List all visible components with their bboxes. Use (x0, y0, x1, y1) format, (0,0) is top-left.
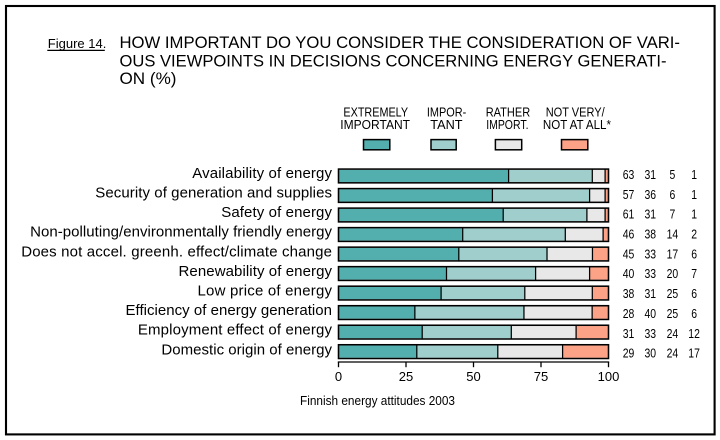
svg-text:40: 40 (645, 306, 657, 321)
svg-text:25: 25 (667, 286, 679, 301)
svg-text:75: 75 (534, 369, 548, 384)
svg-text:14: 14 (667, 227, 679, 242)
svg-text:20: 20 (667, 266, 679, 281)
svg-text:IMPORTANT: IMPORTANT (340, 117, 410, 132)
svg-text:Domestic origin of energy: Domestic origin of energy (161, 341, 332, 358)
svg-text:6: 6 (691, 246, 697, 261)
svg-text:25: 25 (399, 369, 413, 384)
svg-text:Employment effect of energy: Employment effect of energy (138, 322, 333, 339)
svg-text:31: 31 (645, 167, 657, 182)
svg-text:Non-polluting/environmentally: Non-polluting/environmentally friendly e… (30, 224, 332, 241)
svg-text:RATHER: RATHER (486, 105, 531, 120)
svg-text:OUS VIEWPOINTS IN DECISIONS CO: OUS VIEWPOINTS IN DECISIONS CONCERNING E… (120, 53, 667, 71)
svg-text:45: 45 (623, 246, 635, 261)
svg-text:1: 1 (691, 187, 697, 202)
svg-text:EXTREMELY: EXTREMELY (343, 105, 408, 120)
svg-text:Finnish energy attitudes 2003: Finnish energy attitudes 2003 (300, 394, 455, 408)
svg-text:33: 33 (645, 266, 657, 281)
svg-text:36: 36 (645, 187, 657, 202)
svg-text:17: 17 (688, 346, 700, 361)
svg-text:NOT AT ALL*: NOT AT ALL* (543, 117, 611, 132)
svg-text:Availability of energy: Availability of energy (192, 165, 332, 182)
svg-text:12: 12 (688, 326, 700, 341)
svg-text:0: 0 (335, 369, 342, 384)
svg-text:7: 7 (691, 266, 697, 281)
svg-text:5: 5 (670, 167, 676, 182)
svg-text:NOT VERY/: NOT VERY/ (546, 105, 605, 120)
svg-text:1: 1 (691, 167, 697, 182)
svg-text:31: 31 (645, 286, 657, 301)
svg-text:Safety of energy: Safety of energy (221, 204, 332, 221)
svg-text:38: 38 (645, 227, 657, 242)
svg-text:2: 2 (691, 227, 697, 242)
svg-text:Low price of energy: Low price of energy (198, 283, 333, 300)
svg-text:25: 25 (667, 306, 679, 321)
svg-text:6: 6 (691, 286, 697, 301)
svg-text:1: 1 (691, 207, 697, 222)
svg-text:46: 46 (623, 227, 635, 242)
svg-text:Security of generation and sup: Security of generation and supplies (95, 185, 332, 202)
svg-text:IMPORT.: IMPORT. (486, 117, 528, 132)
svg-text:57: 57 (623, 187, 635, 202)
svg-text:24: 24 (667, 326, 679, 341)
svg-text:50: 50 (466, 369, 480, 384)
svg-text:HOW IMPORTANT DO YOU CONSIDER: HOW IMPORTANT DO YOU CONSIDER THE CONSID… (120, 34, 681, 52)
svg-text:ON (%): ON (%) (120, 70, 177, 88)
svg-text:Figure 14.: Figure 14. (48, 36, 107, 51)
svg-text:24: 24 (667, 346, 679, 361)
svg-text:31: 31 (623, 326, 635, 341)
svg-text:40: 40 (623, 266, 635, 281)
svg-text:38: 38 (623, 286, 635, 301)
svg-text:7: 7 (670, 207, 676, 222)
svg-text:6: 6 (670, 187, 676, 202)
svg-text:Does not accel. greenh. effect: Does not accel. greenh. effect/climate c… (21, 243, 332, 260)
svg-text:61: 61 (623, 207, 635, 222)
svg-text:31: 31 (645, 207, 657, 222)
svg-text:Efficiency of energy generatio: Efficiency of energy generation (126, 302, 333, 319)
svg-text:33: 33 (645, 326, 657, 341)
svg-text:IMPOR-: IMPOR- (427, 105, 466, 120)
svg-text:30: 30 (645, 346, 657, 361)
svg-text:29: 29 (623, 346, 635, 361)
svg-text:Renewability of energy: Renewability of energy (179, 263, 333, 280)
svg-text:63: 63 (623, 167, 635, 182)
svg-text:100: 100 (598, 369, 620, 384)
svg-text:17: 17 (667, 246, 679, 261)
svg-text:6: 6 (691, 306, 697, 321)
svg-text:TANT: TANT (430, 117, 462, 132)
svg-text:28: 28 (623, 306, 635, 321)
svg-text:33: 33 (645, 246, 657, 261)
